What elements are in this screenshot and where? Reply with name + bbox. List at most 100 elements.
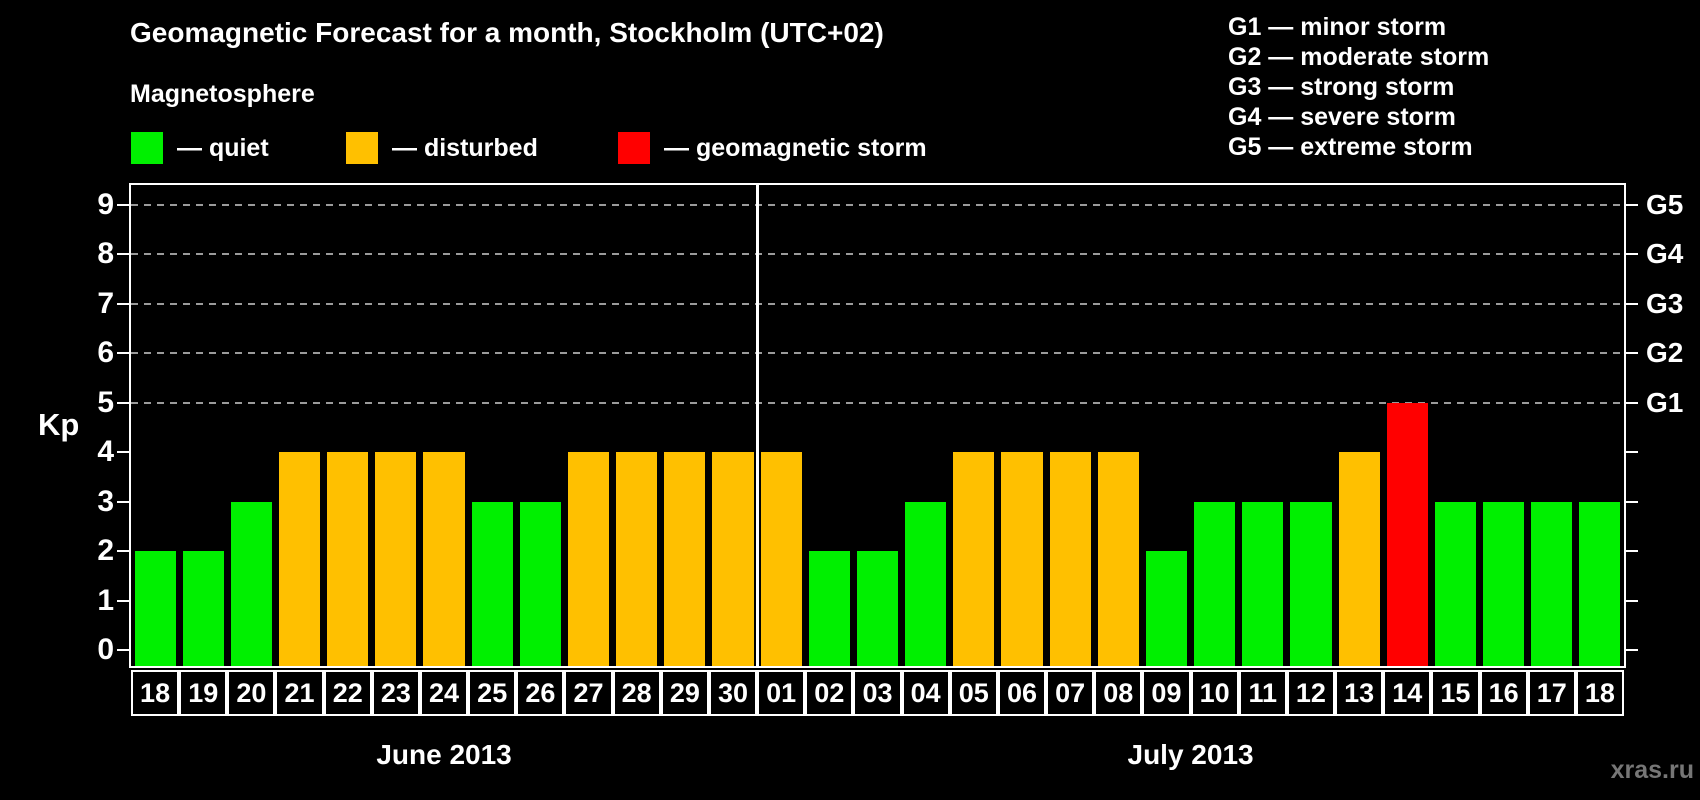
y-axis-tick-right-2 [1626,550,1638,552]
day-label-23: 23 [371,670,420,716]
gridline-kp8 [131,253,1624,255]
legend-swatch-disturbed-icon [346,132,378,164]
kp-bar-day-27 [567,452,610,666]
month-label-1: July 2013 [1127,739,1254,770]
y-axis-tick-right-1 [1626,599,1638,602]
y-axis-tick-right-8 [1626,253,1638,255]
kp-bar-day-13 [1338,452,1380,666]
kp-bar-day-19 [182,551,224,666]
kp-bar-day-26 [519,501,561,666]
kp-bar-day-20 [230,501,272,666]
y-axis-tick-left-1 [117,599,129,602]
day-label-18: 18 [1575,670,1624,716]
month-label-0: June 2013 [376,739,512,770]
day-label-16: 16 [1479,670,1528,716]
day-label-18: 18 [131,670,180,716]
plot-area [131,185,1624,666]
chart-subtitle: Magnetosphere [130,80,315,108]
day-label-13: 13 [1335,670,1384,716]
legend-swatch-storm-icon [618,132,650,164]
kp-bar-day-05 [953,452,995,666]
kp-bar-day-09 [1145,551,1188,666]
day-label-30: 30 [708,670,758,716]
kp-bar-day-23 [375,452,417,666]
kp-bar-day-17 [1531,501,1573,666]
y-axis-tick-right-4 [1626,451,1638,453]
y-axis-tick-left-3 [117,500,129,503]
legend-swatch-quiet-icon [131,132,163,164]
legend-label-disturbed: — disturbed [392,133,538,162]
watermark: xras.ru [1610,756,1694,784]
kp-bar-day-22 [327,452,369,666]
day-label-14: 14 [1383,670,1432,716]
gridline-kp5 [131,401,1624,404]
storm-scale-legend: G1 — minor storm G2 — moderate storm G3 — … [1228,12,1489,162]
y-axis-label-2: 2 [97,534,114,567]
day-label-04: 04 [901,670,950,716]
kp-bar-day-10 [1194,501,1236,666]
legend-label-quiet: — quiet [177,133,269,162]
y-axis-tick-left-8 [117,253,129,255]
day-label-24: 24 [419,670,469,716]
y-axis-tick-right-0 [1626,649,1638,651]
kp-bar-day-06 [1001,452,1043,666]
y-axis-tick-left-0 [117,649,129,651]
gridline-kp6 [131,352,1624,354]
y-axis-label-6: 6 [97,336,114,369]
kp-bar-day-12 [1290,501,1332,666]
day-label-17: 17 [1527,670,1576,716]
y-axis-tick-left-4 [117,451,129,453]
kp-bar-day-29 [664,452,706,666]
y-axis-label-7: 7 [97,286,114,320]
day-label-05: 05 [949,670,998,716]
y-axis-label-5: 5 [97,385,114,419]
storm-scale-line-g3: G3 — strong storm [1228,73,1455,101]
day-label-20: 20 [227,670,276,716]
y-axis-tick-left-5 [117,401,129,404]
storm-scale-line-g2: G2 — moderate storm [1228,43,1490,71]
y-axis-label-9: 9 [97,187,114,221]
kp-bar-day-11 [1242,501,1284,666]
day-label-27: 27 [564,670,613,716]
kp-bar-day-18 [1579,501,1621,666]
g-axis-label-g2: G2 [1646,337,1684,368]
storm-scale-line-g5: G5 — extreme storm [1228,133,1473,161]
legend-item-storm: — geomagnetic storm [618,132,927,164]
kp-bar-day-18 [134,551,176,666]
kp-bar-day-21 [278,452,321,666]
kp-bar-day-25 [471,501,513,666]
kp-bar-day-15 [1434,501,1476,666]
plot-frame [129,183,1626,668]
g-axis-label-g1: G1 [1646,386,1684,418]
gridline-kp7 [131,302,1624,305]
y-axis-tick-right-5 [1626,401,1638,404]
day-label-01: 01 [757,670,806,716]
legend-item-quiet: — quiet [131,132,269,164]
kp-bar-day-28 [616,452,658,666]
day-label-22: 22 [323,670,372,716]
day-label-19: 19 [179,670,228,716]
day-label-29: 29 [660,670,709,716]
legend-item-disturbed: — disturbed [346,132,538,164]
g-axis-label-g5: G5 [1646,188,1684,220]
y-axis-tick-right-6 [1626,352,1638,354]
y-axis-label-8: 8 [97,237,114,270]
y-axis-tick-right-7 [1626,302,1638,305]
day-label-21: 21 [275,670,324,716]
day-label-25: 25 [468,670,517,716]
kp-bar-day-01 [760,452,802,666]
y-axis-tick-left-7 [117,302,129,305]
month-separator-line [755,185,759,666]
kp-bar-day-03 [856,551,899,666]
day-label-07: 07 [1046,670,1095,716]
chart-title: Geomagnetic Forecast for a month, Stockh… [130,17,884,48]
y-axis-label-3: 3 [97,484,114,518]
day-label-28: 28 [612,670,661,716]
y-axis-tick-left-6 [117,352,129,354]
kp-bar-day-16 [1483,501,1525,666]
day-label-15: 15 [1431,670,1480,716]
day-label-03: 03 [853,670,902,716]
y-axis-label-1: 1 [97,583,114,617]
day-label-09: 09 [1142,670,1191,716]
